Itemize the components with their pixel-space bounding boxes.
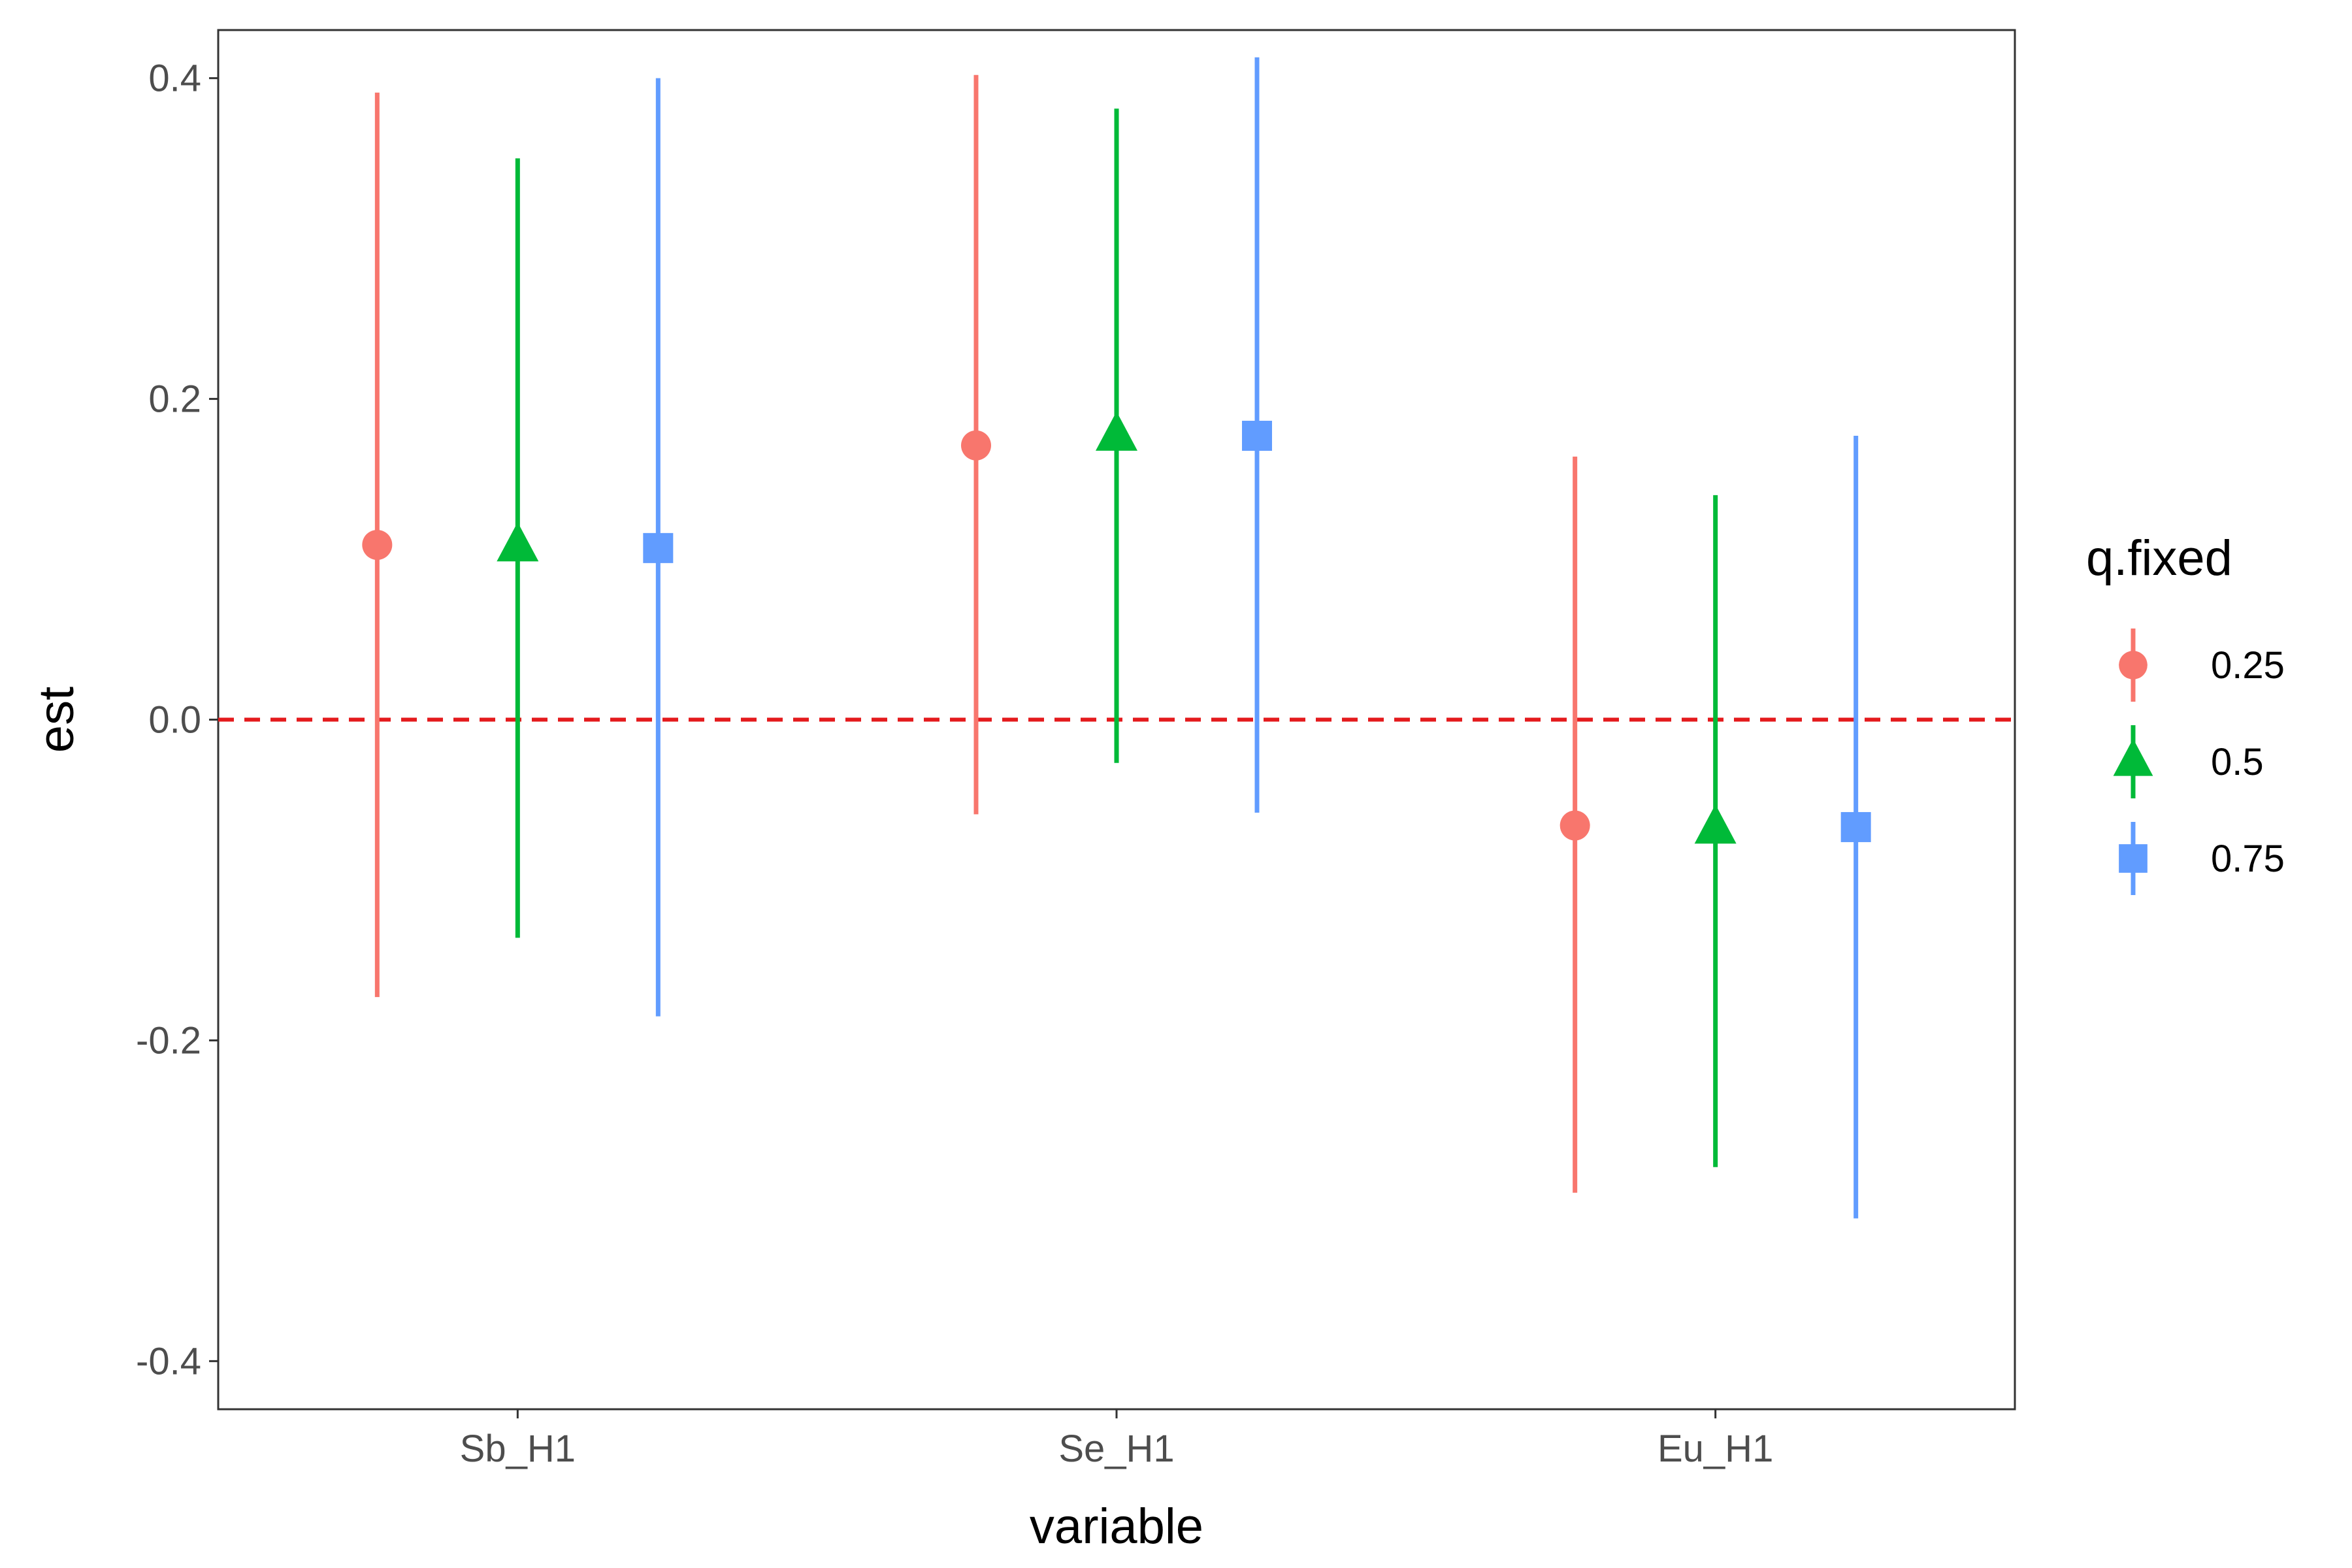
data-point: [1560, 810, 1590, 841]
data-point: [362, 529, 393, 560]
x-tick-label: Se_H1: [1058, 1428, 1174, 1470]
legend-key-marker: [2113, 738, 2153, 776]
legend-label: 0.5: [2211, 741, 2264, 783]
series-0.75: [643, 57, 1871, 1218]
legend-label: 0.25: [2211, 644, 2285, 687]
y-tick-label: -0.2: [136, 1019, 201, 1062]
legend-key-marker: [2119, 651, 2148, 679]
x-tick-label: Sb_H1: [460, 1428, 576, 1470]
data-point: [1242, 421, 1272, 451]
data-point: [961, 430, 991, 461]
legend-title: q.fixed: [2086, 531, 2232, 586]
x-axis: Sb_H1 Se_H1 Eu_H1: [460, 1409, 1773, 1470]
legend-item: 0.5: [2113, 725, 2264, 798]
series-0.25: [362, 74, 1590, 1193]
marks-layer: [362, 57, 1871, 1218]
data-point: [1694, 804, 1737, 844]
y-tick-label: -0.4: [136, 1340, 201, 1382]
data-point: [497, 522, 539, 562]
y-axis: -0.4 -0.2 0.0 0.2 0.4: [136, 57, 218, 1382]
data-point: [1840, 811, 1871, 842]
x-axis-title: variable: [1030, 1499, 1203, 1554]
y-axis-title: est: [29, 687, 84, 753]
data-point: [643, 532, 674, 563]
legend: q.fixed 0.25 0.5 0.75: [2086, 531, 2285, 895]
y-tick-label: 0.0: [148, 699, 201, 742]
y-tick-label: 0.4: [148, 57, 201, 100]
legend-key-marker: [2119, 844, 2148, 873]
legend-label: 0.75: [2211, 838, 2285, 880]
x-tick-label: Eu_H1: [1658, 1428, 1773, 1470]
legend-item: 0.25: [2119, 629, 2285, 702]
data-point: [1096, 411, 1137, 451]
series-0.5: [497, 108, 1737, 1168]
legend-item: 0.75: [2119, 822, 2285, 895]
y-tick-label: 0.2: [148, 378, 201, 421]
